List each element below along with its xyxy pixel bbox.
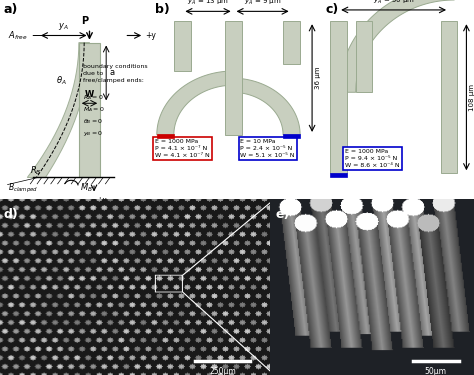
Bar: [283, 134, 300, 138]
Bar: [174, 21, 191, 71]
Text: +y: +y: [146, 31, 156, 40]
Text: e): e): [275, 209, 290, 221]
Text: $\theta_A$: $\theta_A$: [56, 74, 67, 87]
Text: b): b): [155, 3, 170, 16]
Text: a): a): [3, 3, 18, 16]
Text: $B_{clamped}$: $B_{clamped}$: [8, 182, 38, 195]
Polygon shape: [232, 78, 300, 135]
Text: $y_A$: $y_A$: [58, 21, 69, 32]
Text: W: W: [85, 90, 94, 99]
Bar: [283, 21, 300, 64]
Text: $y_A$ = 9 μm: $y_A$ = 9 μm: [244, 0, 282, 7]
Bar: [225, 21, 242, 135]
Bar: [157, 134, 174, 138]
Text: a: a: [109, 68, 114, 77]
Text: P: P: [82, 15, 89, 26]
Text: E = 1000 MPa
P = 4.1 × 10⁻⁷ N
W = 4.1 × 10⁻⁷ N: E = 1000 MPa P = 4.1 × 10⁻⁷ N W = 4.1 × …: [155, 139, 210, 158]
Text: d): d): [3, 209, 18, 221]
Text: $y_A$ = 50 μm: $y_A$ = 50 μm: [373, 0, 415, 6]
Text: E = 1000 MPa
P = 9.4 × 10⁻⁵ N
W = 8.6 × 10⁻⁴ N: E = 1000 MPa P = 9.4 × 10⁻⁵ N W = 8.6 × …: [345, 149, 400, 168]
Text: 250μm: 250μm: [210, 367, 236, 375]
Text: E = 10 MPa
P = 2.4 × 10⁻⁵ N
W = 5.1 × 10⁻⁵ N: E = 10 MPa P = 2.4 × 10⁻⁵ N W = 5.1 × 10…: [240, 139, 295, 158]
Polygon shape: [339, 0, 454, 92]
Polygon shape: [157, 71, 234, 135]
Text: 108 μm: 108 μm: [469, 84, 474, 111]
Bar: [441, 21, 457, 173]
Text: $M_B$: $M_B$: [81, 181, 93, 194]
Text: $y_A$ = 13 μm: $y_A$ = 13 μm: [187, 0, 229, 7]
Bar: [79, 43, 100, 177]
Text: 50μm: 50μm: [425, 367, 447, 375]
Text: +x: +x: [96, 196, 107, 205]
Text: $A_{free}$: $A_{free}$: [8, 29, 27, 42]
Bar: [330, 21, 346, 173]
Text: c): c): [325, 3, 338, 16]
Bar: [330, 173, 346, 177]
Polygon shape: [27, 43, 90, 177]
Text: $R_B$: $R_B$: [30, 164, 42, 177]
Bar: [356, 21, 373, 92]
Text: boundary conditions
due to
free/clamped ends:

$R_A = 0$
$M_A = 0$
$\theta_B = 0: boundary conditions due to free/clamped …: [83, 64, 148, 138]
Text: 36 μm: 36 μm: [316, 67, 321, 89]
